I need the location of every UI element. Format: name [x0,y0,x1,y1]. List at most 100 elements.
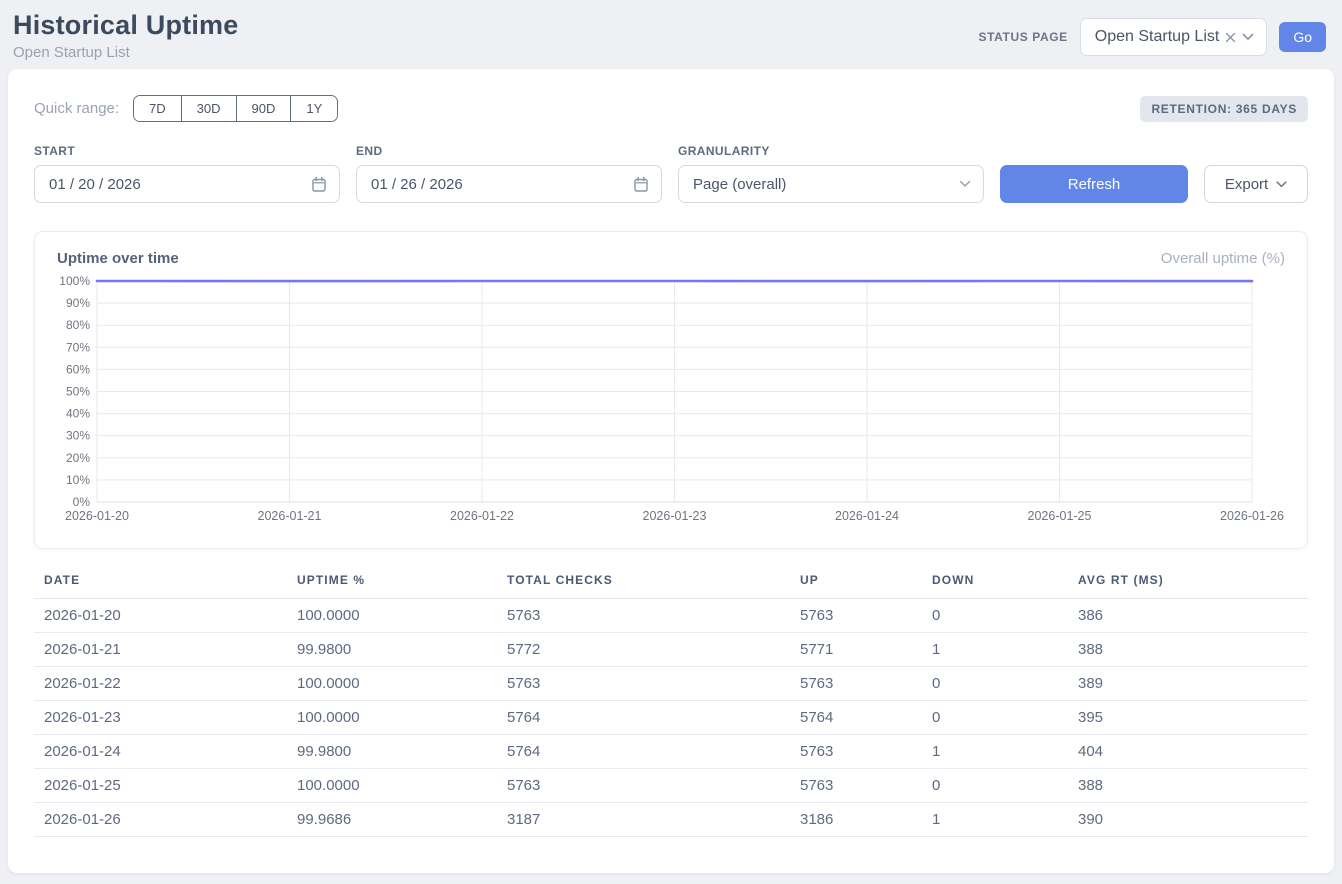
quick-range-90d[interactable]: 90D [236,96,291,121]
svg-text:60%: 60% [66,362,90,376]
svg-text:100%: 100% [59,274,90,288]
start-date-field: START 01 / 20 / 2026 [34,144,340,203]
svg-text:80%: 80% [66,318,90,332]
calendar-icon[interactable] [311,176,327,193]
table-cell: 2026-01-24 [34,735,287,769]
uptime-chart: 0%10%20%30%40%50%60%70%80%90%100%2026-01… [57,271,1287,529]
chevron-down-icon [1276,181,1287,188]
svg-text:2026-01-25: 2026-01-25 [1028,509,1092,523]
column-header: TOTAL CHECKS [497,563,790,599]
table-cell: 5763 [497,667,790,701]
table-row: 2026-01-2699.9686318731861390 [34,803,1308,837]
table-cell: 1 [922,633,1068,667]
svg-text:2026-01-21: 2026-01-21 [258,509,322,523]
header-controls: STATUS PAGE Open Startup List Go [979,18,1326,56]
retention-badge: RETENTION: 365 DAYS [1140,96,1308,122]
chart-title: Uptime over time [57,250,179,267]
svg-text:0%: 0% [73,495,91,509]
title-block: Historical Uptime Open Startup List [13,10,238,61]
table-cell: 99.9686 [287,803,497,837]
chevron-down-icon [959,180,971,188]
export-button[interactable]: Export [1204,165,1308,203]
granularity-label: GRANULARITY [678,144,984,158]
table-cell: 99.9800 [287,735,497,769]
end-date-input[interactable]: 01 / 26 / 2026 [356,165,662,203]
svg-text:50%: 50% [66,385,90,399]
start-date-value: 01 / 20 / 2026 [49,176,141,193]
quick-range-label: Quick range: [34,100,119,117]
table-row: 2026-01-23100.0000576457640395 [34,701,1308,735]
table-cell: 390 [1068,803,1308,837]
uptime-chart-card: Uptime over time Overall uptime (%) 0% 10… [34,231,1308,549]
table-body: 2026-01-20100.00005763576303862026-01-21… [34,599,1308,837]
svg-text:70%: 70% [66,340,90,354]
page-header: Historical Uptime Open Startup List STAT… [0,0,1342,69]
refresh-button[interactable]: Refresh [1000,165,1188,203]
table-cell: 2026-01-21 [34,633,287,667]
table-cell: 5764 [497,701,790,735]
table-cell: 2026-01-26 [34,803,287,837]
quick-range-1y[interactable]: 1Y [290,96,337,121]
table-cell: 5772 [497,633,790,667]
start-date-input[interactable]: 01 / 20 / 2026 [34,165,340,203]
svg-text:40%: 40% [66,407,90,421]
table-cell: 5771 [790,633,922,667]
svg-text:2026-01-24: 2026-01-24 [835,509,899,523]
chart-header: Uptime over time Overall uptime (%) [57,250,1285,267]
svg-text:2026-01-23: 2026-01-23 [643,509,707,523]
table-cell: 2026-01-25 [34,769,287,803]
column-header: DATE [34,563,287,599]
clear-icon[interactable] [1225,32,1236,43]
quick-range-7d[interactable]: 7D [134,96,181,121]
table-cell: 5763 [497,769,790,803]
table-cell: 2026-01-20 [34,599,287,633]
table-cell: 395 [1068,701,1308,735]
table-cell: 5763 [790,599,922,633]
table-cell: 100.0000 [287,599,497,633]
table-cell: 404 [1068,735,1308,769]
column-header: UP [790,563,922,599]
end-date-field: END 01 / 26 / 2026 [356,144,662,203]
status-page-label: STATUS PAGE [979,30,1068,44]
table-cell: 388 [1068,633,1308,667]
export-label: Export [1225,176,1268,193]
calendar-icon[interactable] [633,176,649,193]
granularity-value: Page (overall) [693,176,786,193]
svg-text:10%: 10% [66,473,90,487]
svg-text:2026-01-26: 2026-01-26 [1220,509,1284,523]
chevron-down-icon [1242,33,1254,41]
svg-text:30%: 30% [66,429,90,443]
go-button[interactable]: Go [1279,22,1326,52]
table-row: 2026-01-2499.9800576457631404 [34,735,1308,769]
table-row: 2026-01-25100.0000576357630388 [34,769,1308,803]
table-cell: 388 [1068,769,1308,803]
svg-text:2026-01-22: 2026-01-22 [450,509,514,523]
column-header: DOWN [922,563,1068,599]
table-cell: 389 [1068,667,1308,701]
table-cell: 2026-01-22 [34,667,287,701]
table-cell: 5764 [497,735,790,769]
table-cell: 99.9800 [287,633,497,667]
table-cell: 1 [922,735,1068,769]
page-title: Historical Uptime [13,10,238,41]
page-subtitle: Open Startup List [13,44,238,61]
chart-area: 0%10%20%30%40%50%60%70%80%90%100%2026-01… [57,271,1285,534]
granularity-field: GRANULARITY Page (overall) [678,144,984,203]
table-row: 2026-01-22100.0000576357630389 [34,667,1308,701]
status-page-value: Open Startup List [1095,28,1220,46]
status-page-select[interactable]: Open Startup List [1080,18,1268,56]
table-row: 2026-01-20100.0000576357630386 [34,599,1308,633]
granularity-select[interactable]: Page (overall) [678,165,984,203]
end-date-value: 01 / 26 / 2026 [371,176,463,193]
start-date-label: START [34,144,340,158]
table-cell: 5763 [497,599,790,633]
table-header-row: DATEUPTIME %TOTAL CHECKSUPDOWNAVG RT (MS… [34,563,1308,599]
main-panel: Quick range: 7D 30D 90D 1Y RETENTION: 36… [8,69,1334,873]
table-cell: 0 [922,599,1068,633]
table-cell: 100.0000 [287,701,497,735]
quick-range-30d[interactable]: 30D [181,96,236,121]
table-cell: 100.0000 [287,667,497,701]
table-cell: 0 [922,667,1068,701]
filter-fields-row: START 01 / 20 / 2026 END 01 / 26 / 2026 … [34,144,1308,203]
table-cell: 3187 [497,803,790,837]
